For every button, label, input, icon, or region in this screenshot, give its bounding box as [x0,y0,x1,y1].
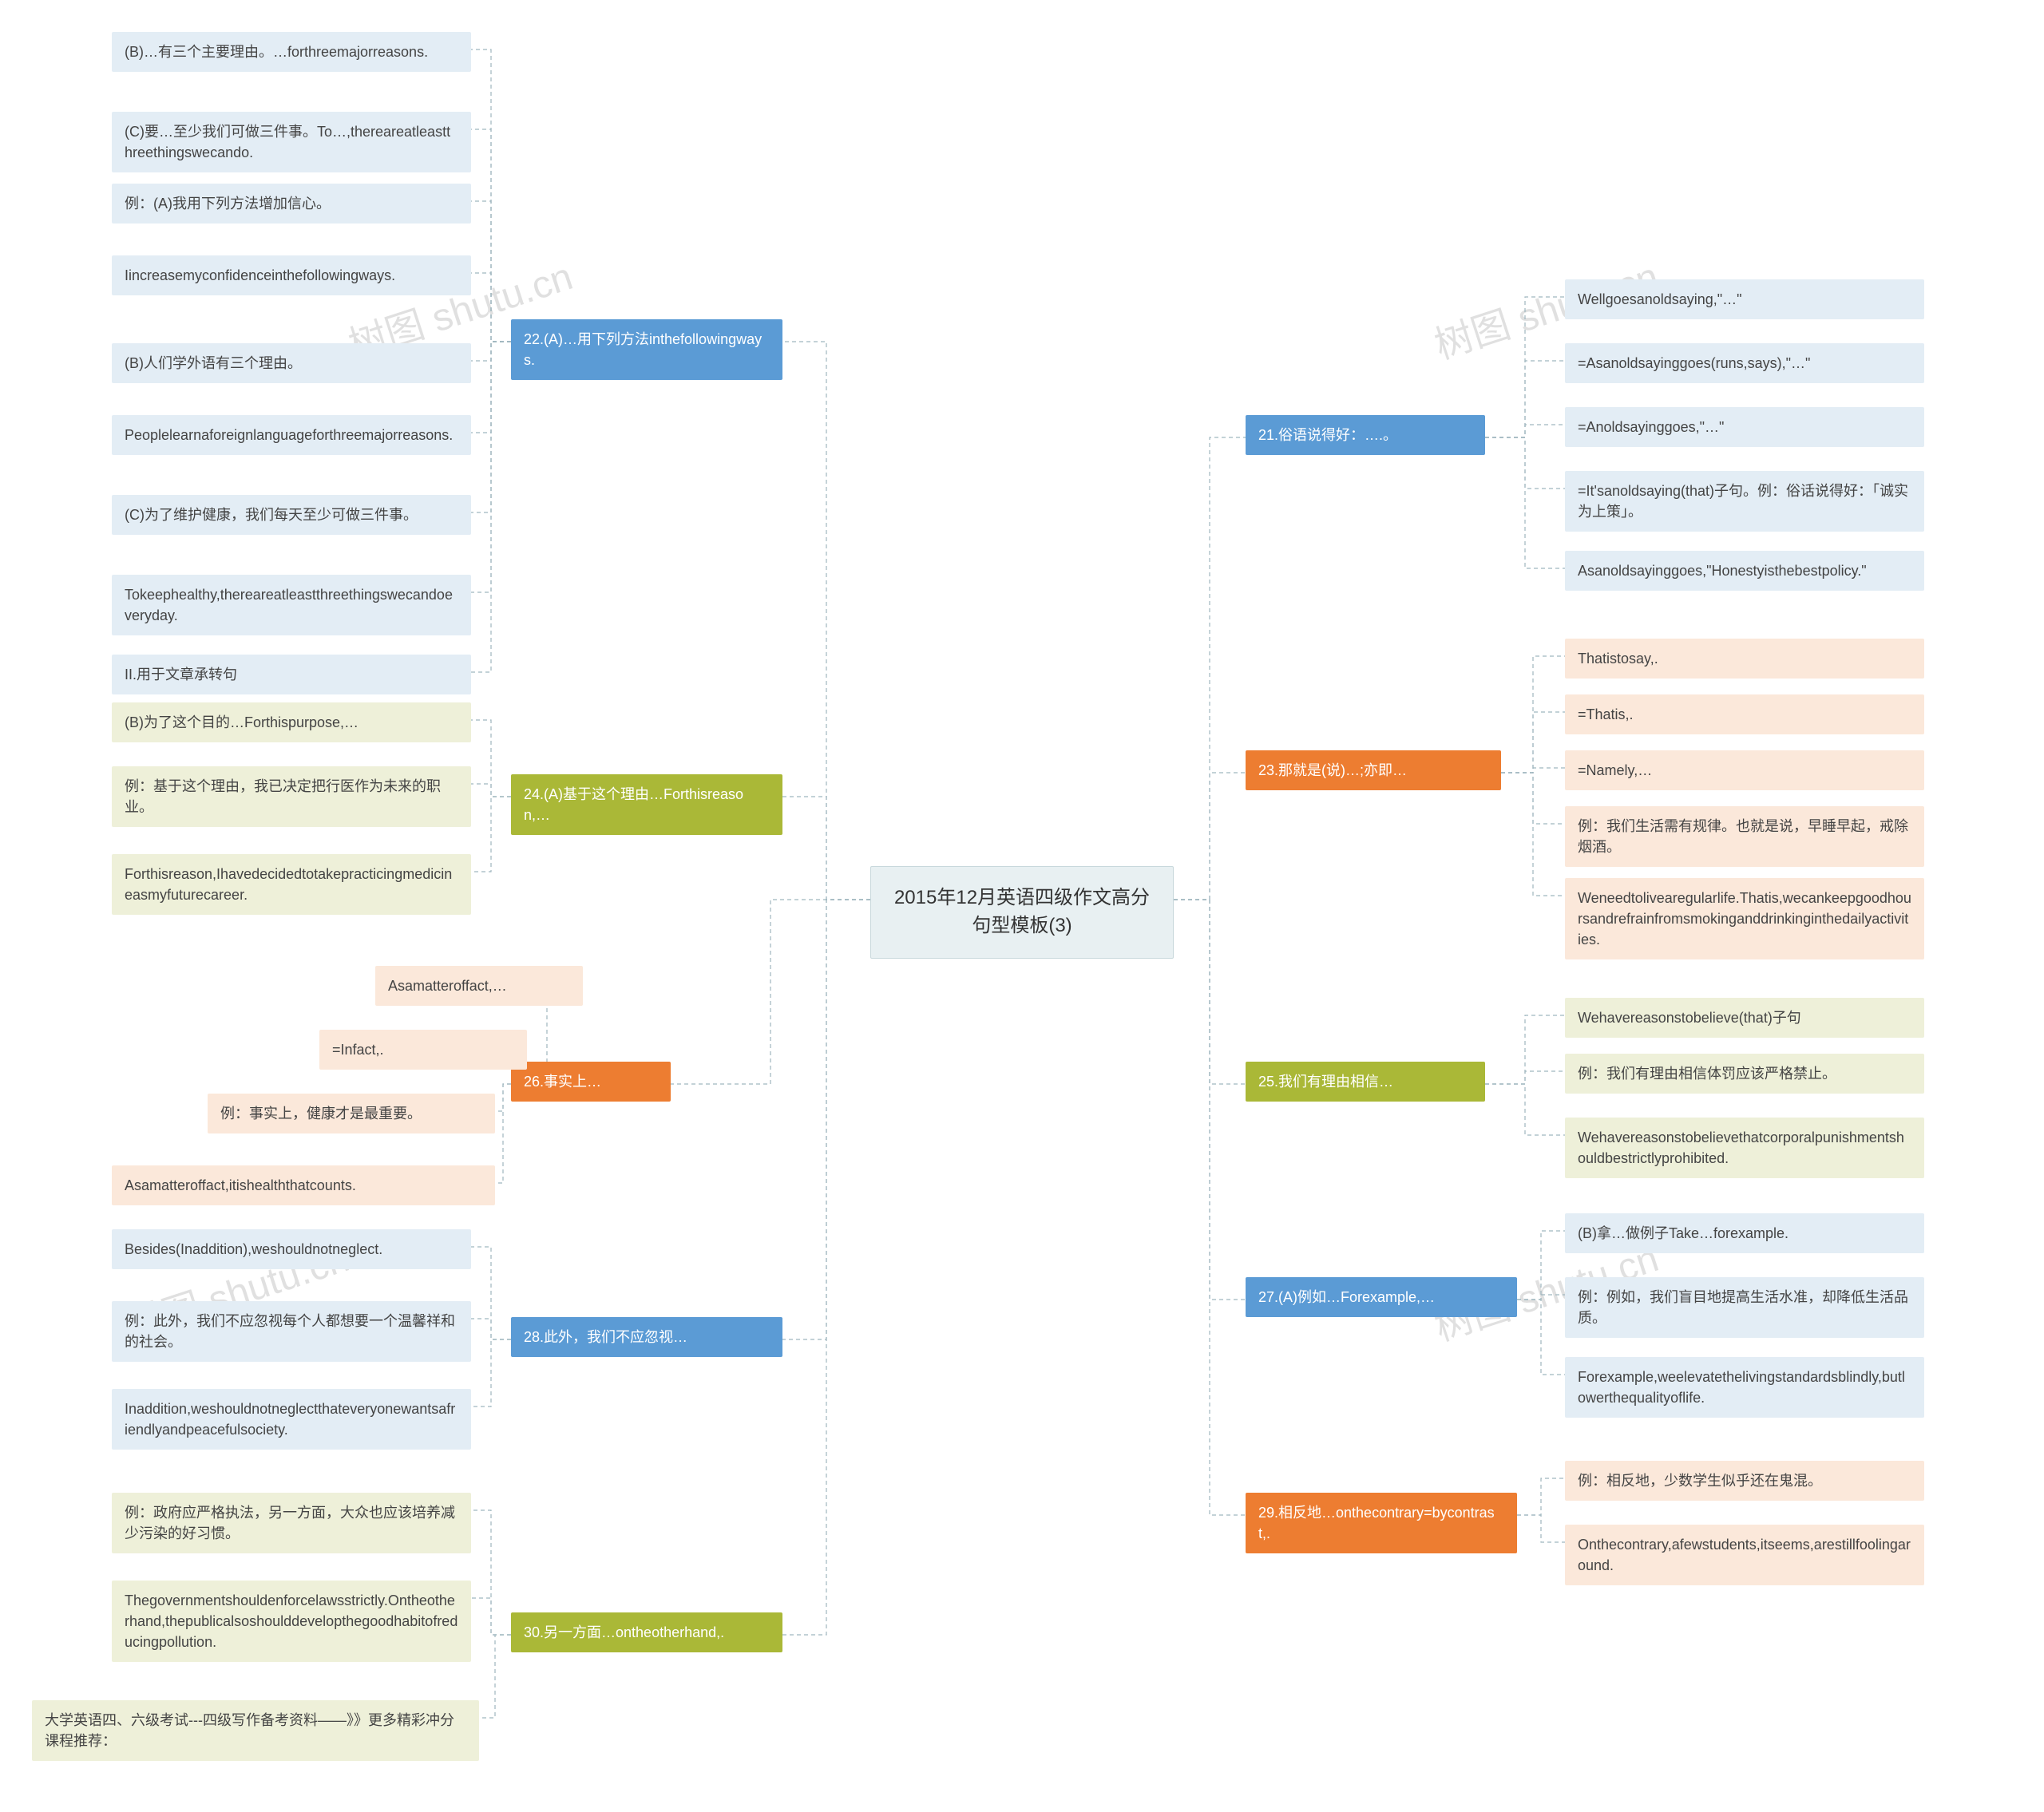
leaf-b22-1: (C)要…至少我们可做三件事。To…,thereareatleastthreet… [112,112,471,172]
branch-b21: 21.俗语说得好：….。 [1246,415,1485,455]
leaf-b24-2: Forthisreason,Ihavedecidedtotakepractici… [112,854,471,915]
leaf-b28-1: 例：此外，我们不应忽视每个人都想要一个温馨祥和的社会。 [112,1301,471,1362]
leaf-b30-1: Thegovernmentshouldenforcelawsstrictly.O… [112,1581,471,1662]
leaf-b23-3: 例：我们生活需有规律。也就是说，早睡早起，戒除烟酒。 [1565,806,1924,867]
leaf-b22-4: (B)人们学外语有三个理由。 [112,343,471,383]
leaf-b22-0: (B)…有三个主要理由。…forthreemajorreasons. [112,32,471,72]
branch-b25: 25.我们有理由相信… [1246,1062,1485,1102]
leaf-b22-7: Tokeephealthy,thereareatleastthreethings… [112,575,471,635]
leaf-b27-0: (B)拿…做例子Take…forexample. [1565,1213,1924,1253]
leaf-b29-0: 例：相反地，少数学生似乎还在鬼混。 [1565,1461,1924,1501]
branch-b30: 30.另一方面…ontheotherhand,. [511,1612,782,1652]
leaf-b29-1: Onthecontrary,afewstudents,itseems,arest… [1565,1525,1924,1585]
leaf-b22-3: Iincreasemyconfidenceinthefollowingways. [112,255,471,295]
leaf-b26-1: =Infact,. [319,1030,527,1070]
leaf-b22-5: Peoplelearnaforeignlanguageforthreemajor… [112,415,471,455]
leaf-b26-0: Asamatteroffact,… [375,966,583,1006]
leaf-b25-1: 例：我们有理由相信体罚应该严格禁止。 [1565,1054,1924,1094]
leaf-b25-2: Wehavereasonstobelievethatcorporalpunish… [1565,1118,1924,1178]
leaf-b21-3: =It'sanoldsaying(that)子句。例：俗话说得好：「诚实为上策」… [1565,471,1924,532]
leaf-b21-4: Asanoldsayinggoes,"Honestyisthebestpolic… [1565,551,1924,591]
branch-b26: 26.事实上… [511,1062,671,1102]
branch-b27: 27.(A)例如…Forexample,… [1246,1277,1517,1317]
leaf-b25-0: Wehavereasonstobelieve(that)子句 [1565,998,1924,1038]
leaf-b22-8: II.用于文章承转句 [112,655,471,694]
branch-b28: 28.此外，我们不应忽视… [511,1317,782,1357]
leaf-b26-3: Asamatteroffact,itishealththatcounts. [112,1165,495,1205]
leaf-b21-2: =Anoldsayinggoes,"…" [1565,407,1924,447]
leaf-b27-1: 例：例如，我们盲目地提高生活水准，却降低生活品质。 [1565,1277,1924,1338]
leaf-b24-0: (B)为了这个目的…Forthispurpose,… [112,702,471,742]
leaf-b28-0: Besides(Inaddition),weshouldnotneglect. [112,1229,471,1269]
branch-b29: 29.相反地…onthecontrary=bycontrast,. [1246,1493,1517,1553]
branch-b22: 22.(A)…用下列方法inthefollowingways. [511,319,782,380]
leaf-b21-1: =Asanoldsayinggoes(runs,says),"…" [1565,343,1924,383]
branch-b23: 23.那就是(说)…;亦即… [1246,750,1501,790]
leaf-b30-2: 大学英语四、六级考试---四级写作备考资料——》》更多精彩冲分课程推荐： [32,1700,479,1761]
branch-b24: 24.(A)基于这个理由…Forthisreason,… [511,774,782,835]
leaf-b23-1: =Thatis,. [1565,694,1924,734]
leaf-b28-2: Inaddition,weshouldnotneglectthateveryon… [112,1389,471,1450]
leaf-b27-2: Forexample,weelevatethelivingstandardsbl… [1565,1357,1924,1418]
leaf-b23-2: =Namely,… [1565,750,1924,790]
leaf-b22-6: (C)为了维护健康，我们每天至少可做三件事。 [112,495,471,535]
root-node: 2015年12月英语四级作文高分句型模板(3) [870,866,1174,959]
leaf-b22-2: 例：(A)我用下列方法增加信心。 [112,184,471,224]
leaf-b26-2: 例：事实上，健康才是最重要。 [208,1094,495,1133]
leaf-b30-0: 例：政府应严格执法，另一方面，大众也应该培养减少污染的好习惯。 [112,1493,471,1553]
leaf-b21-0: Wellgoesanoldsaying,"…" [1565,279,1924,319]
leaf-b23-4: Weneedtolivearegularlife.Thatis,wecankee… [1565,878,1924,959]
leaf-b23-0: Thatistosay,. [1565,639,1924,679]
leaf-b24-1: 例：基于这个理由，我已决定把行医作为未来的职业。 [112,766,471,827]
